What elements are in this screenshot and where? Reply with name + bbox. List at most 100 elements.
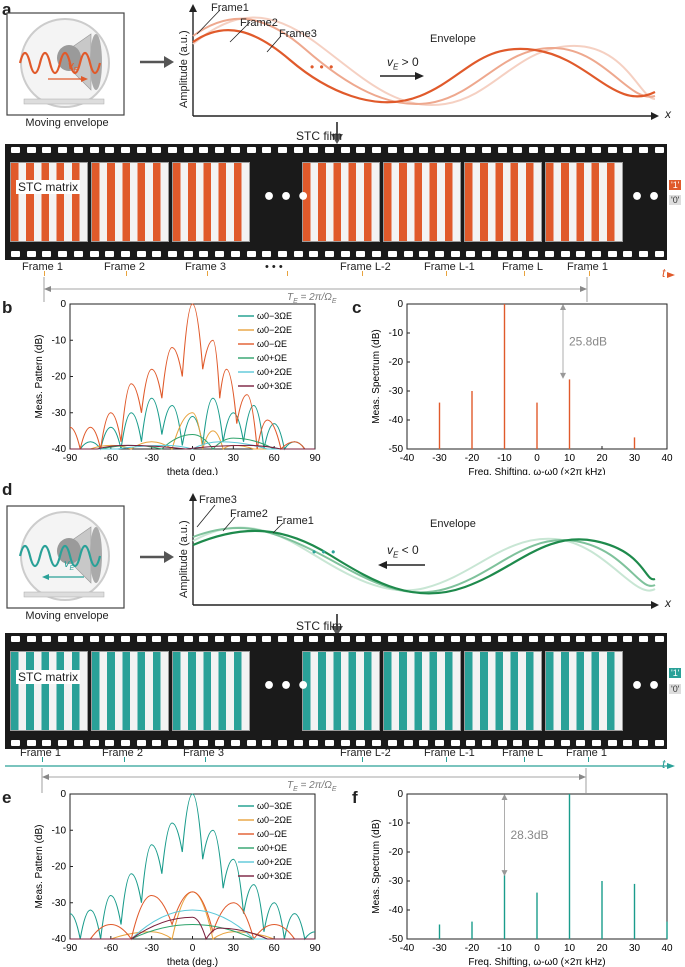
- film-perforation: [230, 251, 240, 257]
- wave-label-frame2-a: Frame2: [240, 17, 278, 29]
- film-perforation: [544, 251, 554, 257]
- film-perforation: [434, 636, 444, 642]
- film-perforation: [513, 636, 523, 642]
- annotation-arrowhead: [560, 372, 566, 379]
- film-perforation: [309, 740, 319, 746]
- film-perforation: [513, 147, 523, 153]
- film-perforation: [560, 251, 570, 257]
- film-perforation: [403, 251, 413, 257]
- film-perforation: [434, 147, 444, 153]
- stc-frame: [172, 651, 250, 731]
- film-ellipsis-a: •••: [262, 185, 314, 210]
- film-perforation: [591, 636, 601, 642]
- film-perforation: [26, 740, 36, 746]
- film-perforation: [325, 740, 334, 746]
- wave-label-frame3-d: Frame3: [199, 494, 237, 506]
- wave-ellipsis-d: • • •: [312, 545, 337, 559]
- x-tick-label: 20: [596, 453, 608, 464]
- stc-frame: [383, 651, 461, 731]
- y-axis-label: Meas. Pattern (dB): [34, 825, 45, 909]
- film-perforation: [168, 740, 177, 746]
- film-perforation: [58, 147, 68, 153]
- film-perforation: [482, 251, 491, 257]
- timeline-label: Frame 1: [567, 261, 608, 273]
- film-perforation: [466, 251, 476, 257]
- film-perforation: [529, 147, 539, 153]
- film-perforation: [325, 636, 334, 642]
- arrow-down-a: [331, 122, 343, 144]
- wave-plot-a: [189, 4, 659, 120]
- panel-letter-d: d: [2, 480, 13, 499]
- film-perforation: [26, 251, 36, 257]
- period-label-d: TE = 2π/ΩE: [287, 780, 337, 793]
- perforations-bottom-d: [5, 737, 667, 749]
- film-perforation: [42, 251, 52, 257]
- film-perforation: [591, 251, 601, 257]
- y-tick-label: -50: [389, 444, 404, 455]
- film-perforation: [262, 636, 272, 642]
- perforations-bottom-a: [5, 248, 667, 260]
- timeline-label: Frame L-2: [340, 261, 391, 273]
- legend-label: ω0−2ΩE: [257, 325, 292, 335]
- film-perforation: [105, 740, 115, 746]
- x-tick-label: 30: [228, 943, 240, 954]
- film-perforation: [11, 251, 20, 257]
- film-perforation: [513, 740, 523, 746]
- y-tick-label: 0: [60, 300, 66, 310]
- film-perforation: [623, 147, 633, 153]
- film-perforation: [576, 147, 586, 153]
- annotation-arrowhead: [560, 304, 566, 310]
- film-perforation: [11, 636, 20, 642]
- x-tick-label: 30: [629, 453, 641, 464]
- pattern-line: [69, 891, 315, 941]
- film-perforation: [152, 740, 162, 746]
- stc-frame: [545, 651, 623, 731]
- x-tick-label: 90: [309, 943, 321, 954]
- y-tick-label: -30: [389, 876, 404, 887]
- wave-label-frame1-d: Frame1: [276, 515, 314, 527]
- x-tick-label: -40: [400, 943, 415, 954]
- stc-label-d: STC matrix: [16, 670, 80, 684]
- film-perforation: [152, 147, 162, 153]
- timeline-label: Frame 1: [566, 747, 607, 759]
- film-perforation: [120, 147, 130, 153]
- film-perforation: [529, 636, 539, 642]
- legend-label: ω0+2ΩE: [257, 367, 292, 377]
- x-tick-label: 0: [534, 943, 540, 954]
- x-axis-label: theta (deg.): [167, 467, 218, 475]
- wave-xlabel-a: x: [665, 107, 671, 121]
- x-tick-label: -30: [432, 943, 447, 954]
- x-tick-label: 0: [190, 943, 196, 954]
- film-perforation: [654, 636, 664, 642]
- film-perforation: [293, 740, 303, 746]
- wave-xlabel-d: x: [665, 596, 671, 610]
- stc-frame: [302, 651, 380, 731]
- y-tick-label: -10: [52, 825, 67, 836]
- film-perforation: [419, 636, 429, 642]
- film-perforation: [356, 251, 366, 257]
- timeline-label: Frame L: [502, 261, 543, 273]
- x-tick-label: -30: [432, 453, 447, 464]
- pattern-line: [69, 916, 315, 941]
- timeline-tick: [446, 271, 447, 276]
- film-perforation: [639, 636, 648, 642]
- film-perforation: [168, 251, 177, 257]
- film-perforation: [136, 636, 146, 642]
- timeline-a: [5, 272, 675, 302]
- film-perforation: [497, 740, 507, 746]
- x-tick-label: 30: [228, 453, 240, 464]
- x-tick-label: -30: [144, 453, 159, 464]
- panel-letter-b: b: [2, 298, 13, 317]
- y-tick-label: -20: [52, 372, 67, 383]
- film-perforation: [168, 636, 177, 642]
- film-perforation: [356, 636, 366, 642]
- film-perforation: [152, 636, 162, 642]
- wave-ellipsis-a: • • •: [310, 60, 335, 74]
- film-perforation: [387, 636, 397, 642]
- x-tick-label: 10: [564, 453, 576, 464]
- annotation-arrowhead: [501, 870, 508, 877]
- x-tick-label: -90: [63, 943, 78, 954]
- film-perforation: [199, 251, 209, 257]
- timeline-label: Frame 2: [102, 747, 143, 759]
- velocity-label-a: vE > 0: [387, 55, 419, 72]
